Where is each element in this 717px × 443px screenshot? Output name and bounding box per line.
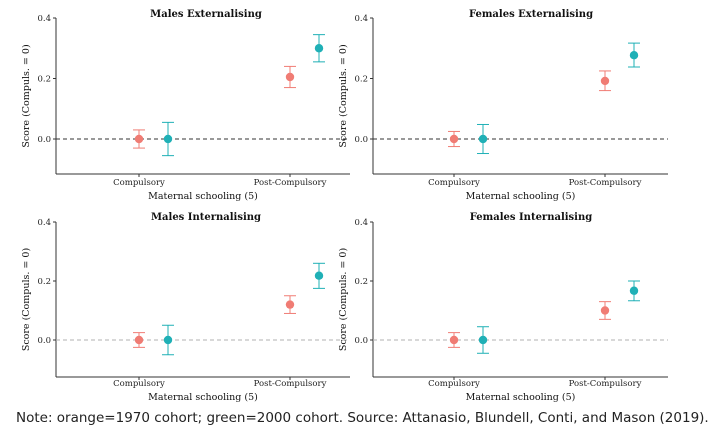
chart-title: Males Externalising [150,9,262,20]
x-tick-label: Compulsory [113,178,165,188]
x-axis-label: Maternal schooling (5) [466,392,576,403]
chart-panel-1: Males Externalising 0.0 0.2 0.4 Compulsory Po… [21,9,350,202]
y-tick-label: 0.4 [37,218,51,228]
x-axis-label: Maternal schooling (5) [148,191,258,202]
source-note: Note: orange=1970 cohort; green=2000 coh… [16,410,709,426]
x-tick-label: Post-Compulsory [569,379,642,389]
data-point [629,51,639,60]
data-point [449,134,459,144]
x-tick-label: Compulsory [428,379,480,389]
y-tick-label: 0.2 [37,75,51,85]
x-tick-label: Compulsory [113,379,165,389]
data-point [285,72,295,82]
data-point [478,335,488,345]
data-point [163,134,173,144]
data-point [629,286,639,295]
x-tick-label: Post-Compulsory [254,178,327,188]
x-tick-label: Post-Compulsory [254,379,327,389]
y-tick-label: 0.0 [354,135,368,145]
chart-panel-2: Females Externalising 0.0 0.2 0.4 Compulsory… [338,9,668,202]
y-axis-label: Score (Compuls. = 0) [338,44,349,147]
y-axis-label: Score (Compuls. = 0) [21,248,32,351]
data-point [134,134,144,144]
y-tick-label: 0.0 [37,135,51,145]
y-tick-label: 0.2 [354,75,368,85]
y-tick-label: 0.2 [354,277,368,287]
y-tick-label: 0.4 [37,14,51,24]
x-axis-label: Maternal schooling (5) [466,191,576,202]
chart-title: Males Internalising [151,212,261,223]
data-point [134,335,144,345]
x-axis-label: Maternal schooling (5) [148,392,258,403]
data-point [600,306,610,315]
chart-panel-3: Males Internalising 0.0 0.2 0.4 Compulsory Po… [21,212,350,403]
chart-panel-4: Females Internalising 0.0 0.2 0.4 Compulsory… [338,212,668,403]
x-tick-label: Post-Compulsory [569,178,642,188]
y-tick-label: 0.0 [37,336,51,346]
chart-title: Females Internalising [470,212,593,223]
y-axis-label: Score (Compuls. = 0) [21,44,32,147]
chart-title: Females Externalising [469,9,593,20]
data-point [314,271,324,280]
x-tick-label: Compulsory [428,178,480,188]
data-point [478,134,488,144]
data-point [314,44,324,53]
y-tick-label: 0.4 [354,218,368,228]
y-tick-label: 0.2 [37,277,51,287]
y-tick-label: 0.0 [354,336,368,346]
data-point [285,300,295,309]
y-tick-label: 0.4 [354,14,368,24]
data-point [163,335,173,345]
data-point [449,335,459,345]
y-axis-label: Score (Compuls. = 0) [338,248,349,351]
data-point [600,76,610,86]
